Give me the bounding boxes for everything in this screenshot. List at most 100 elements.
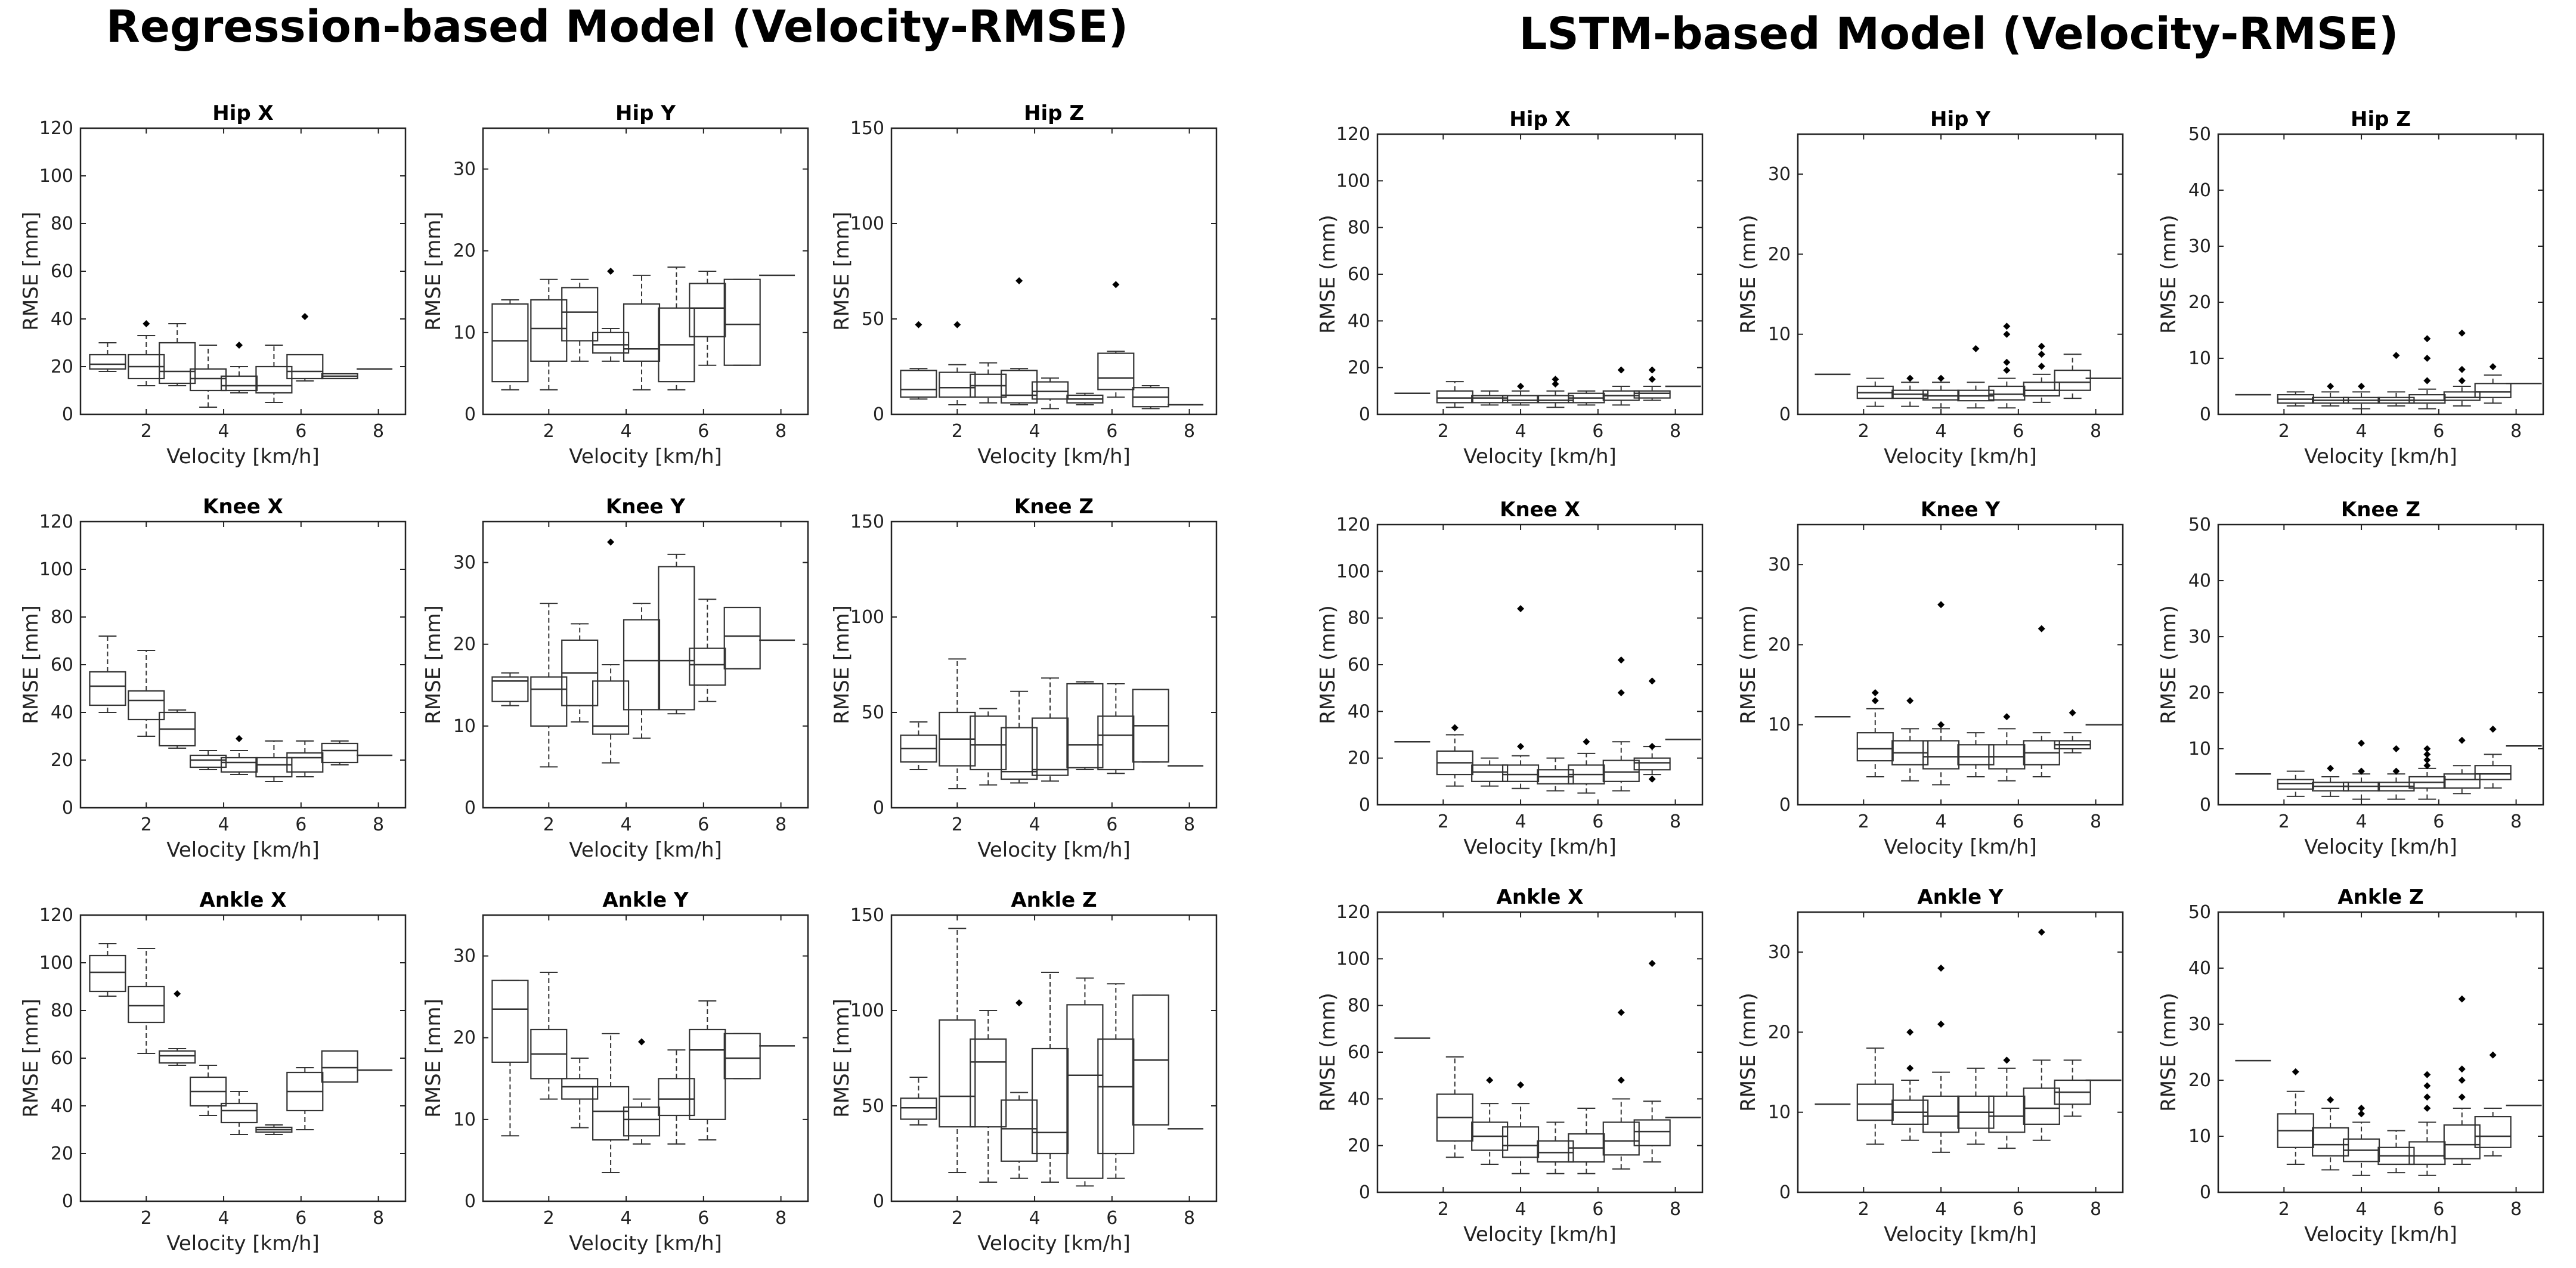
regression-hip-x-ytick-label: 60 xyxy=(51,261,73,282)
lstm-knee-z-box-2 xyxy=(2312,764,2349,797)
box-outlier-point xyxy=(1015,999,1023,1007)
lstm-knee-z-xtick-label: 6 xyxy=(2433,811,2444,832)
lstm-ankle-x-xtick-label: 8 xyxy=(1670,1199,1681,1220)
lstm-knee-x-ytick-label: 80 xyxy=(1348,608,1370,629)
box-outlier-point xyxy=(1937,374,1945,382)
regression-knee-x-ytick-label: 20 xyxy=(51,750,73,771)
box-outlier-point xyxy=(2423,335,2431,343)
box-outlier-point xyxy=(1937,1021,1945,1028)
box-outlier-point xyxy=(2423,1105,2431,1112)
lstm-knee-z-box-5 xyxy=(2408,745,2446,800)
box-outlier-point xyxy=(2038,342,2045,350)
regression-hip-x-box-7 xyxy=(321,373,358,380)
box-outlier-point xyxy=(236,735,243,742)
box-iqr xyxy=(1537,1140,1574,1163)
lstm-ankle-x-ytick-label: 80 xyxy=(1348,996,1370,1016)
box-iqr xyxy=(1633,390,1671,399)
regression-hip-x-xtick-label: 8 xyxy=(373,421,384,442)
box-outlier-point xyxy=(2392,745,2400,752)
regression-hip-z-panel: Hip Z 0 50 100 150 2 4 6 8 Velocity [km/h] RMSE [m… xyxy=(830,101,1218,469)
lstm-knee-x-box-2 xyxy=(1471,757,1509,787)
box-iqr xyxy=(623,619,661,711)
regression-ankle-z-xtick-label: 6 xyxy=(1106,1208,1117,1229)
box-iqr xyxy=(1988,385,2026,401)
lstm-ankle-y-xtick-label: 6 xyxy=(2012,1199,2024,1220)
regression-ankle-x-ytick-label: 60 xyxy=(51,1048,73,1069)
lstm-ankle-x-ytick-label: 100 xyxy=(1336,948,1370,969)
box-outlier-point xyxy=(2327,1096,2334,1103)
box-iqr xyxy=(561,287,599,342)
lstm-knee-x-xtick-label: 2 xyxy=(1438,811,1449,832)
regression-knee-x-xtick-label: 4 xyxy=(218,814,230,835)
lstm-hip-z-ytick-label: 40 xyxy=(2188,180,2211,201)
box-outlier-point xyxy=(915,321,922,328)
regression-knee-z-ytick-label: 50 xyxy=(862,702,884,723)
lstm-hip-y-box-7 xyxy=(2054,354,2091,399)
box-outlier-point xyxy=(1517,383,1525,390)
lstm-knee-y-box-5 xyxy=(1988,713,2026,782)
regression-knee-z-ytick-label: 0 xyxy=(873,798,884,819)
box-outlier-point xyxy=(1517,605,1525,612)
lstm-ankle-y-xtick-label: 8 xyxy=(2090,1199,2101,1220)
regression-ankle-y-xtick-label: 4 xyxy=(621,1208,632,1229)
lstm-hip-x-box-2 xyxy=(1471,390,1509,406)
box-iqr xyxy=(89,671,126,706)
regression-knee-z-box-3 xyxy=(1001,690,1038,784)
box-outlier-point xyxy=(1617,1077,1625,1084)
regression-ankle-y-box-6 xyxy=(689,1000,726,1141)
regression-hip-z-box-2 xyxy=(970,362,1007,404)
lstm-knee-x-ytick-label: 120 xyxy=(1336,514,1370,535)
lstm-ankle-y-xtick-label: 4 xyxy=(1936,1199,1947,1220)
box-iqr xyxy=(1501,1126,1540,1158)
lstm-hip-x-ytick-label: 100 xyxy=(1336,170,1370,191)
regression-hip-y-xtick-label: 6 xyxy=(698,421,709,442)
regression-knee-z-box-1 xyxy=(939,658,976,789)
box-iqr xyxy=(2054,370,2091,391)
box-iqr xyxy=(1501,395,1540,404)
box-outlier-point xyxy=(1617,1009,1625,1016)
regression-ankle-x-xtick-label: 8 xyxy=(373,1208,384,1229)
lstm-ankle-y-ytick-label: 10 xyxy=(1768,1102,1791,1123)
regression-ankle-z-box-1 xyxy=(939,928,976,1173)
regression-ankle-z-box-6 xyxy=(1097,983,1135,1179)
regression-knee-x-ytick-label: 0 xyxy=(62,798,73,819)
box-outlier-point xyxy=(1648,677,1656,685)
regression-hip-y-xtick-label: 8 xyxy=(775,421,787,442)
regression-knee-y-axes-frame xyxy=(482,520,809,809)
lstm-knee-x-xtick-label: 6 xyxy=(1592,811,1603,832)
regression-knee-y-box-1 xyxy=(530,603,568,768)
box-iqr xyxy=(286,354,324,380)
lstm-ankle-y-xtick-label: 2 xyxy=(1858,1199,1869,1220)
regression-ankle-z-ylabel: RMSE [mm] xyxy=(830,999,854,1118)
lstm-ankle-y-ytick-label: 0 xyxy=(1779,1182,1791,1203)
box-outlier-point xyxy=(2003,1056,2011,1064)
regression-knee-x-ytick-label: 120 xyxy=(39,511,73,532)
lstm-hip-x-ytick-label: 20 xyxy=(1348,358,1370,379)
box-iqr xyxy=(2443,1124,2481,1160)
regression-knee-z-xtick-label: 8 xyxy=(1184,814,1195,835)
lstm-hip-x-xtick-label: 8 xyxy=(1670,421,1681,442)
regression-knee-y-xtick-label: 8 xyxy=(775,814,787,835)
regression-hip-x-ytick-label: 0 xyxy=(62,404,73,425)
lstm-ankle-y-box-4 xyxy=(1957,1067,1995,1145)
regression-hip-y-box-1 xyxy=(530,278,568,390)
lstm-knee-y-xtick-label: 8 xyxy=(2090,811,2101,832)
lstm-ankle-x-box-6 xyxy=(1602,1009,1640,1170)
regression-ankle-y-ytick-label: 20 xyxy=(453,1028,476,1049)
box-outlier-point xyxy=(1906,1028,1914,1036)
regression-hip-x-box-6 xyxy=(286,313,324,382)
regression-knee-z-title: Knee Z xyxy=(1014,495,1094,519)
lstm-hip-y-xtick-label: 4 xyxy=(1936,421,1947,442)
regression-knee-z-box-4 xyxy=(1031,677,1069,782)
regression-ankle-x-box-3 xyxy=(190,1065,227,1116)
box-iqr xyxy=(1633,1119,1671,1146)
lstm-knee-x-title: Knee X xyxy=(1500,498,1580,522)
box-outlier-point xyxy=(638,1038,646,1046)
lstm-ankle-x-panel: Ankle X 0 20 40 60 80 100 120 2 4 6 8 Velocity [km/h… xyxy=(1316,885,1704,1247)
lstm-knee-y-ytick-label: 0 xyxy=(1779,795,1791,816)
box-outlier-point xyxy=(2069,709,2076,717)
regression-knee-y-box-6 xyxy=(689,599,726,702)
box-iqr xyxy=(592,680,630,735)
